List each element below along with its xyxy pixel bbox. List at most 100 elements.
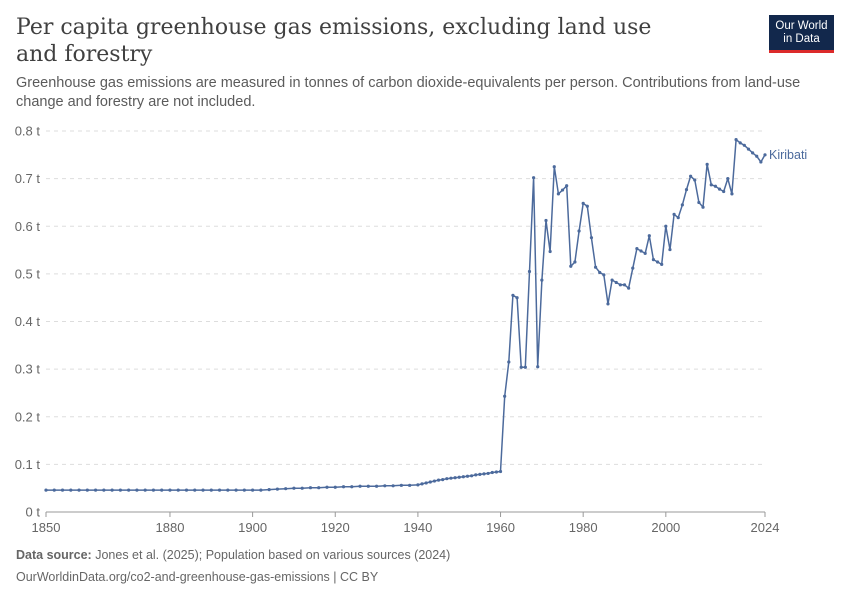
- data-point: [217, 488, 222, 492]
- data-point: [565, 184, 569, 188]
- data-point: [606, 302, 610, 306]
- data-point: [461, 475, 465, 479]
- chart-subtitle: Greenhouse gas emissions are measured in…: [16, 75, 801, 110]
- data-source: Data source: Jones et al. (2025); Popula…: [16, 548, 450, 562]
- data-point: [292, 486, 296, 490]
- data-point: [60, 488, 65, 492]
- data-point: [366, 484, 370, 488]
- data-point: [730, 192, 734, 196]
- data-point: [734, 137, 738, 142]
- data-point: [259, 488, 263, 492]
- data-point: [176, 488, 180, 492]
- x-tick-label: 2024: [751, 520, 780, 535]
- data-point: [548, 249, 552, 254]
- data-point: [697, 200, 701, 205]
- data-point: [416, 483, 420, 487]
- data-point: [544, 218, 548, 223]
- data-point: [160, 488, 164, 492]
- series-label: Kiribati: [769, 148, 807, 162]
- data-point: [482, 472, 486, 476]
- data-point: [424, 481, 428, 485]
- data-point: [672, 212, 676, 216]
- data-point: [308, 486, 313, 490]
- x-tick-label: 2000: [651, 520, 680, 535]
- data-point: [722, 189, 726, 194]
- x-axis: 1850 1880 1900 1920 1940 1960 1980 2000 2024: [32, 512, 780, 535]
- data-point: [465, 474, 470, 478]
- data-point: [201, 488, 205, 492]
- data-point: [420, 482, 424, 486]
- data-point: [556, 192, 560, 196]
- data-point: [69, 488, 73, 492]
- data-point: [627, 286, 631, 290]
- data-point: [445, 477, 449, 481]
- data-point: [226, 488, 230, 492]
- data-point: [622, 283, 627, 287]
- data-point: [503, 394, 507, 398]
- data-point: [457, 475, 461, 479]
- data-point: [515, 296, 519, 300]
- data-point: [759, 160, 763, 164]
- data-point: [573, 260, 577, 264]
- data-point: [577, 229, 581, 233]
- logo-line-1: Our World: [775, 20, 828, 32]
- data-point: [726, 177, 730, 181]
- grid-lines: [46, 130, 765, 513]
- data-point: [676, 216, 680, 220]
- data-point: [589, 236, 594, 240]
- y-tick-label: 0.2 t: [15, 409, 41, 424]
- data-point: [408, 483, 412, 487]
- data-point: [540, 278, 544, 282]
- data-point: [341, 485, 346, 489]
- data-point: [300, 486, 304, 490]
- data-point: [184, 488, 189, 492]
- data-point: [693, 178, 697, 182]
- data-point: [527, 269, 532, 274]
- data-point: [209, 488, 213, 492]
- data-point: [383, 484, 387, 488]
- data-point: [350, 485, 354, 489]
- data-point: [639, 249, 643, 253]
- logo-line-2: in Data: [783, 33, 820, 45]
- owid-logo[interactable]: Our World in Data: [769, 15, 834, 53]
- y-axis: 0 t 0.1 t 0.2 t 0.3 t 0.4 t 0.5 t 0.6 t 0.7 t 0.…: [15, 124, 41, 520]
- data-point: [536, 365, 540, 369]
- data-point: [519, 365, 523, 369]
- data-point: [391, 484, 395, 488]
- data-point: [284, 487, 288, 491]
- x-tick-label: 1880: [156, 520, 185, 535]
- data-point: [598, 270, 602, 275]
- data-point: [77, 488, 81, 492]
- data-point: [333, 485, 337, 489]
- data-point: [102, 488, 106, 492]
- data-point: [763, 153, 767, 157]
- data-point: [709, 183, 713, 187]
- source-url[interactable]: OurWorldinData.org/co2-and-greenhouse-ga…: [16, 570, 379, 584]
- data-point: [118, 488, 122, 492]
- data-point: [317, 486, 321, 490]
- chart-title: Per capita greenhouse gas emissions, exc…: [16, 15, 652, 67]
- y-tick-label: 0.1 t: [15, 457, 41, 472]
- data-point: [358, 484, 362, 488]
- data-point: [52, 488, 56, 492]
- data-point: [643, 251, 647, 255]
- data-point: [585, 204, 589, 208]
- data-point: [655, 260, 660, 264]
- y-tick-label: 0.4 t: [15, 314, 41, 329]
- data-point: [523, 365, 527, 369]
- data-point: [478, 472, 482, 476]
- data-point: [755, 154, 759, 158]
- data-point: [399, 483, 403, 487]
- data-point: [470, 474, 474, 478]
- data-point: [618, 283, 622, 287]
- data-point: [738, 141, 742, 145]
- data-point: [168, 488, 172, 492]
- data-point: [680, 203, 684, 207]
- y-tick-label: 0.6 t: [15, 219, 41, 234]
- data-point: [267, 488, 271, 492]
- data-point: [490, 470, 494, 475]
- data-point: [631, 266, 635, 270]
- data-point: [275, 487, 280, 491]
- data-point: [85, 488, 89, 492]
